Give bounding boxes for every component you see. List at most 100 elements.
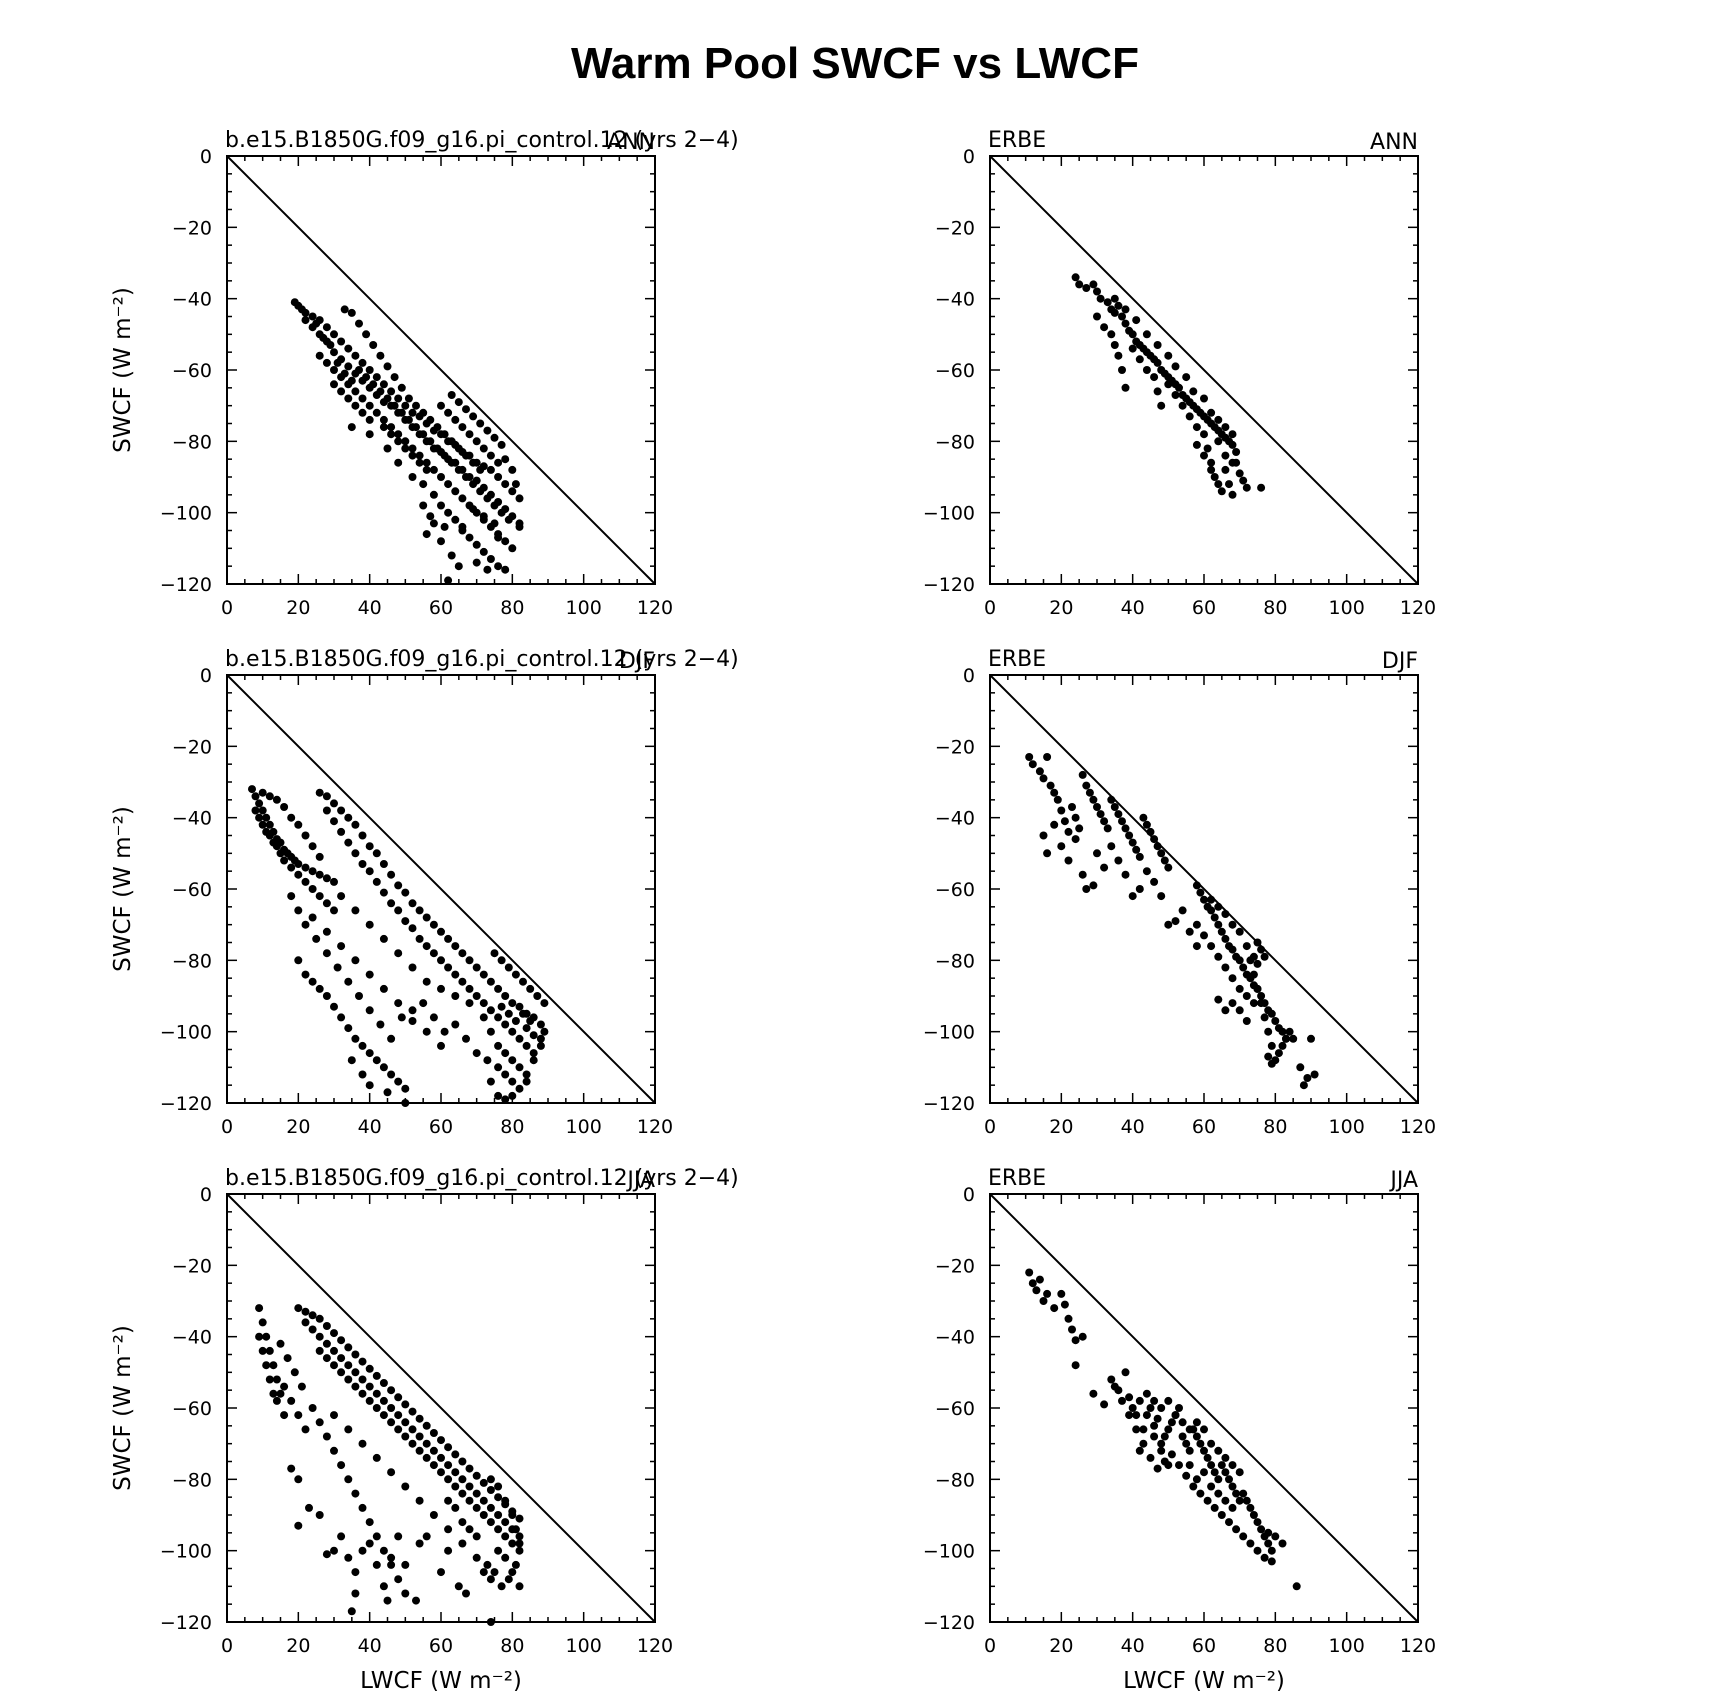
- data-point: [1118, 366, 1126, 374]
- data-point: [376, 351, 385, 360]
- data-point: [415, 1539, 424, 1548]
- data-point: [494, 1511, 503, 1519]
- data-point: [379, 380, 388, 389]
- data-point: [404, 415, 413, 424]
- x-tick-label: 40: [1121, 1635, 1145, 1657]
- data-point: [447, 437, 456, 446]
- data-point: [1118, 312, 1126, 321]
- y-tick-label: −80: [935, 950, 975, 972]
- data-point: [454, 562, 463, 571]
- data-point: [344, 1024, 353, 1033]
- data-point: [387, 1418, 396, 1427]
- data-point: [351, 1034, 360, 1043]
- data-point: [522, 1077, 531, 1086]
- data-point: [1178, 1432, 1187, 1441]
- y-tick-label: −20: [172, 1255, 212, 1277]
- data-point: [1221, 1453, 1230, 1462]
- x-tick-label: 100: [566, 1635, 602, 1657]
- data-point: [497, 1002, 506, 1011]
- data-point: [437, 401, 445, 410]
- x-tick-label: 20: [286, 1116, 310, 1138]
- data-point: [1260, 1013, 1269, 1022]
- data-point: [372, 1453, 381, 1462]
- data-point: [394, 1532, 403, 1541]
- data-point: [501, 1532, 510, 1541]
- data-point: [262, 1332, 271, 1341]
- data-point: [1221, 423, 1230, 432]
- data-point: [1121, 383, 1130, 392]
- scatter-points: [255, 1304, 524, 1626]
- data-point: [337, 942, 346, 951]
- data-point: [1299, 1081, 1308, 1090]
- data-point: [1121, 305, 1130, 314]
- data-point: [1221, 1496, 1230, 1505]
- scatter-points: [1025, 753, 1319, 1090]
- data-point: [351, 906, 360, 915]
- y-tick-label: −40: [172, 1327, 212, 1349]
- data-point: [1210, 913, 1219, 922]
- data-point: [365, 1396, 374, 1405]
- data-point: [1228, 999, 1237, 1008]
- data-point: [515, 1532, 524, 1541]
- data-point: [490, 501, 499, 510]
- data-point: [465, 1496, 474, 1505]
- data-point: [429, 1446, 438, 1455]
- x-axis-label: LWCF (W m⁻²): [1123, 1668, 1285, 1691]
- data-point: [1260, 952, 1269, 961]
- data-point: [1071, 273, 1080, 282]
- data-point: [351, 1589, 360, 1598]
- scatter-panel: 0 20 40 60 80 100 120 0 −20 −40 −60 −80 −100 −120 ERBE…: [923, 128, 1436, 619]
- y-tick-label: −60: [935, 360, 975, 382]
- data-point: [526, 984, 535, 993]
- data-point: [444, 1443, 453, 1452]
- data-point: [1150, 835, 1159, 844]
- y-tick-label: −100: [923, 1022, 975, 1044]
- data-point: [1057, 806, 1066, 815]
- x-tick-label: 80: [500, 1116, 524, 1138]
- data-point: [401, 917, 410, 926]
- x-tick-label: 20: [1049, 1116, 1073, 1138]
- panel-season-label: JJA: [625, 1168, 655, 1193]
- data-point: [1214, 415, 1223, 424]
- data-point: [265, 1375, 274, 1384]
- data-point: [1139, 813, 1148, 822]
- data-point: [422, 1453, 431, 1462]
- data-point: [365, 920, 374, 929]
- data-point: [1171, 917, 1180, 926]
- data-point: [372, 373, 381, 382]
- x-tick-label: 120: [1400, 1635, 1436, 1657]
- data-point: [1078, 1332, 1087, 1341]
- data-point: [305, 1503, 313, 1512]
- data-point: [1228, 920, 1237, 929]
- data-point: [1214, 480, 1223, 489]
- data-point: [333, 358, 342, 367]
- data-point: [358, 1439, 367, 1448]
- x-tick-label: 100: [566, 1116, 602, 1138]
- data-point: [462, 1034, 470, 1043]
- data-point: [358, 358, 367, 367]
- data-point: [1253, 938, 1262, 947]
- data-point: [330, 799, 338, 808]
- data-point: [533, 992, 542, 1000]
- data-point: [447, 458, 456, 467]
- y-tick-label: −120: [160, 1093, 212, 1115]
- data-point: [1096, 810, 1105, 819]
- data-point: [1267, 1041, 1276, 1050]
- data-point: [494, 984, 503, 993]
- data-point: [1135, 1396, 1144, 1405]
- data-point: [1200, 931, 1208, 940]
- data-point: [394, 1077, 403, 1086]
- data-point: [1192, 1475, 1201, 1484]
- data-point: [1253, 959, 1262, 968]
- data-point: [294, 1304, 303, 1313]
- data-point: [1107, 330, 1116, 339]
- data-point: [458, 494, 467, 503]
- data-point: [437, 1041, 445, 1050]
- y-tick-label: −100: [160, 503, 212, 525]
- data-point: [387, 1070, 396, 1079]
- data-point: [379, 1379, 388, 1387]
- data-point: [1182, 373, 1191, 382]
- data-point: [451, 1482, 460, 1491]
- data-point: [1078, 770, 1087, 779]
